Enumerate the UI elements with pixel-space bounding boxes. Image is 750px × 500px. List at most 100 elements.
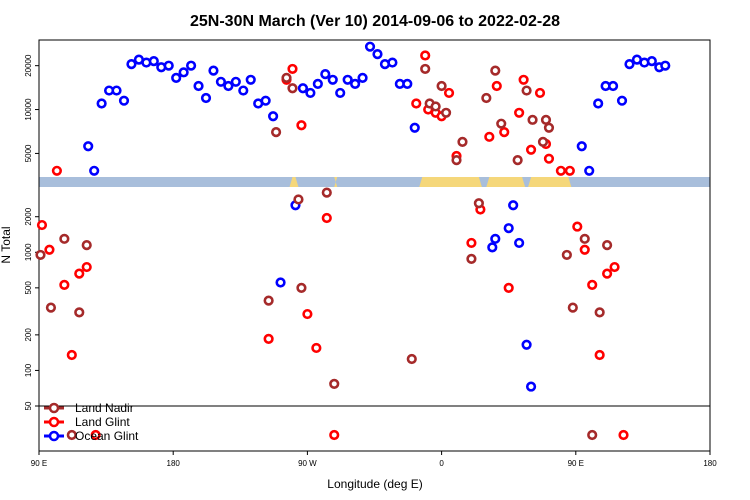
point-land-glint [525, 144, 537, 155]
point-ocean-glint [508, 200, 519, 211]
point-land-glint [499, 127, 510, 138]
band-land-segment [289, 177, 299, 187]
point-land-glint [587, 279, 598, 290]
point-land-nadir [561, 249, 572, 261]
point-land-nadir [496, 118, 507, 129]
point-ocean-glint [297, 83, 309, 94]
point-land-glint [66, 349, 77, 361]
point-land-glint [602, 268, 613, 279]
point-ocean-glint [402, 78, 413, 89]
point-land-nadir [527, 114, 538, 125]
point-land-glint [572, 221, 583, 232]
point-ocean-glint [118, 95, 130, 106]
point-land-nadir [543, 122, 555, 133]
point-land-nadir [587, 429, 598, 441]
point-ocean-glint [193, 80, 204, 92]
point-land-nadir [602, 240, 613, 251]
point-land-glint [609, 261, 620, 273]
point-land-nadir [263, 295, 274, 306]
point-land-glint [618, 429, 629, 441]
point-land-nadir [293, 194, 304, 205]
point-land-nadir [594, 307, 605, 318]
point-land-glint [514, 107, 525, 118]
point-land-glint [329, 429, 340, 441]
band-land-segment [334, 177, 338, 187]
point-ocean-glint [335, 87, 346, 99]
point-land-glint [503, 282, 514, 293]
point-ocean-glint [593, 98, 604, 109]
point-ocean-glint [268, 111, 279, 122]
y-axis-label: N Total [0, 226, 13, 263]
point-land-nadir [490, 65, 501, 76]
longitude-band [39, 177, 710, 187]
band-land-segment [419, 177, 482, 187]
point-land-nadir [567, 302, 578, 313]
point-land-glint [420, 50, 431, 61]
point-ocean-glint [260, 95, 271, 106]
point-land-nadir [406, 353, 417, 365]
band-ocean [39, 177, 710, 187]
point-land-glint [90, 429, 101, 441]
point-ocean-glint [576, 141, 587, 152]
point-land-nadir [430, 101, 441, 112]
point-ocean-glint [245, 74, 256, 85]
y-tick-label: 100 [24, 363, 33, 377]
point-ocean-glint [171, 72, 182, 83]
point-land-nadir [481, 92, 492, 104]
point-ocean-glint [624, 59, 635, 70]
point-land-nadir [579, 233, 590, 244]
point-ocean-glint [208, 65, 219, 76]
point-land-glint [287, 63, 298, 75]
point-land-nadir [420, 63, 431, 75]
legend-marker-land-nadir [48, 402, 60, 414]
point-land-nadir [512, 154, 523, 166]
point-land-nadir [45, 302, 57, 313]
band-land-segment [528, 177, 572, 187]
point-land-nadir [329, 378, 340, 389]
point-ocean-glint [584, 165, 595, 176]
y-tick-label: 5000 [24, 144, 33, 162]
legend-marker-ocean-glint [48, 430, 60, 442]
legend: Land Nadir Land Glint Ocean Glint [44, 401, 139, 443]
point-land-nadir [466, 253, 477, 264]
point-ocean-glint [646, 55, 657, 67]
point-land-glint [484, 131, 495, 142]
point-ocean-glint [607, 80, 619, 92]
point-ocean-glint [350, 78, 361, 89]
point-land-glint [263, 333, 274, 344]
band-land-segment [486, 177, 526, 187]
point-ocean-glint [320, 69, 331, 80]
point-ocean-glint [148, 55, 159, 67]
point-land-nadir [457, 136, 468, 147]
x-tick-label: 90 W [298, 459, 317, 468]
x-tick-label: 180 [703, 459, 717, 468]
point-land-glint [59, 279, 70, 290]
point-ocean-glint [178, 67, 189, 78]
point-land-nadir [66, 429, 77, 441]
point-land-glint [302, 308, 313, 320]
point-ocean-glint [364, 41, 376, 52]
point-ocean-glint [89, 165, 100, 176]
point-ocean-glint [342, 74, 353, 85]
point-ocean-glint [230, 76, 241, 87]
x-axis-label: Longitude (deg E) [327, 477, 422, 491]
y-tick-label: 1000 [24, 243, 33, 261]
point-ocean-glint [660, 60, 671, 71]
point-land-glint [36, 219, 48, 231]
point-land-glint [534, 87, 546, 99]
point-ocean-glint [503, 223, 514, 234]
point-ocean-glint [111, 85, 122, 96]
point-ocean-glint [275, 277, 286, 288]
point-ocean-glint [357, 72, 368, 83]
y-tick-label: 10000 [24, 98, 33, 121]
point-land-glint [491, 80, 502, 92]
point-ocean-glint [83, 141, 94, 152]
x-axis: 90 E 180 90 W 0 90 E 180 [31, 451, 717, 468]
y-tick-label: 500 [24, 281, 33, 295]
point-land-glint [411, 98, 422, 109]
legend-label-land-glint: Land Glint [75, 415, 130, 429]
point-ocean-glint [312, 78, 323, 89]
y-tick-label: 200 [24, 328, 33, 342]
point-ocean-glint [215, 76, 227, 87]
